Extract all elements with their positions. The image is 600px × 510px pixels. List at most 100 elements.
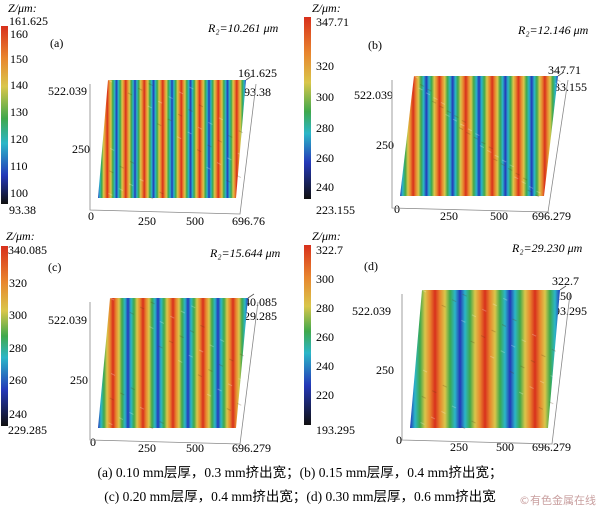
surface-texture-b [433,97,438,101]
surface-texture-a [109,170,114,174]
surface-texture-a [198,104,204,108]
surface-texture-b [454,115,459,119]
surface-texture-d [480,335,486,338]
colorbar-b [304,17,311,199]
unit-label-d: Z/μm: [312,229,341,243]
surface-texture-b [458,127,464,131]
unit-label-c: Z/μm: [6,229,35,243]
surface-texture-a [197,126,203,130]
axis-x-end-a: 696.76 [232,214,265,228]
colorbar-min-a: 93.38 [9,203,36,217]
surface-texture-a [196,149,202,153]
axis-x-mid1-d: 250 [450,440,468,454]
surface-texture-a [188,109,193,112]
panel-c: Z/μm: 340.085 320 300 280 260 240 229.28… [0,228,300,456]
axis-y-max-b: 522.039 [354,88,393,102]
surface-texture-c [120,392,125,396]
colorbar-tick-b-260: 260 [316,151,334,165]
surface-texture-d [550,375,555,379]
surface-texture-b [413,75,419,79]
surface-texture-b [528,185,534,189]
surface-texture-a [227,157,232,161]
surface-stripes-a [98,80,246,198]
axis-x-start-d: 0 [396,433,402,447]
z-low-c: 229.285 [238,309,277,323]
surface-texture-b [522,177,528,181]
surface-stripes-b [400,76,558,196]
surface-texture-d [471,314,477,318]
surface-texture-b [439,105,444,109]
surface-texture-d [549,401,554,405]
surface-texture-b [445,113,450,117]
surface-texture-d [471,420,476,424]
surface-texture-a [128,183,134,187]
colorbar-tick-a-110: 110 [10,159,28,173]
surface-texture-b [493,158,498,162]
surface-texture-a [127,92,133,96]
panel-label-d: (d) [364,259,378,273]
surface-texture-a [187,131,192,135]
z-axis-tick-a [245,75,253,81]
z-axis-tick-c [247,293,255,299]
surface-texture-a [176,136,182,140]
surface-texture-a [168,96,173,99]
surface-texture-d [531,333,537,337]
colorbar-min-d: 193.295 [316,423,355,437]
roughness-c: R₂=15.644 μm [210,246,281,260]
surface-texture-b [466,131,471,135]
axis-x-mid1-a: 250 [138,214,156,228]
surface-texture-b [460,123,465,127]
surface-texture-a [177,113,183,117]
axis-y-max-d: 522.039 [352,304,391,318]
axis-x-start-b: 0 [394,202,400,216]
surface-texture-d [521,339,526,343]
surface-texture-c [158,345,163,349]
colorbar-tick-d-260: 260 [316,330,334,344]
panel-label-a: (a) [50,36,64,50]
axis-frame-d [401,293,571,445]
surface-texture-b [446,110,452,114]
surface-texture-c [180,310,186,314]
surface-texture-c [219,339,225,343]
surface-texture-b [501,159,507,163]
roughness-d: R₂=29.230 μm [512,241,583,255]
surface-texture-c [198,349,204,353]
colorbar-tick-c-300: 300 [9,308,27,322]
surface-texture-a [238,130,243,134]
surface-texture-d [500,350,505,354]
surface-texture-a [178,91,184,95]
surface-texture-a [129,160,135,164]
colorbar-max-a: 161.625 [9,14,48,28]
axis-y-mid-a: 250 [72,142,90,156]
surface-texture-b [475,133,480,137]
surface-texture-d [551,348,557,352]
surface-texture-b [521,181,526,185]
surface-texture-d [442,384,447,388]
colorbar-tick-a-120: 120 [10,132,28,146]
colorbar-tick-a-130: 130 [10,105,28,119]
watermark: ©有色金属在线 [519,494,596,507]
roughness-a: R₂=10.261 μm [208,21,279,35]
surface-texture-a [157,123,162,127]
surface-texture-c [150,301,155,305]
surface-texture-a [189,86,194,90]
surface-texture-b [509,164,514,168]
surface-texture-c [159,421,164,424]
z-low-a: 93.38 [244,85,271,99]
surface-texture-d [541,354,546,358]
surface-plot-b [391,71,569,213]
surface-texture-b [507,167,513,171]
surface-texture-d [451,299,457,303]
caption-line-2: (c) 0.20 mm层厚，0.4 mm挤出宽；(d) 0.30 mm层厚，0.… [104,489,496,504]
colorbar-tick-d-300: 300 [316,272,334,286]
surface-texture-d [503,297,508,301]
surface-texture-c [227,383,233,387]
surface-texture-d [520,365,525,369]
surface-texture-d [538,406,544,410]
axis-x-mid2-a: 500 [186,214,204,228]
surface-texture-a [108,192,113,196]
surface-texture-a [206,166,211,170]
colorbar-tick-a-100: 100 [10,186,28,200]
unit-label-a: Z/μm: [8,1,37,15]
surface-texture-b [488,146,493,150]
